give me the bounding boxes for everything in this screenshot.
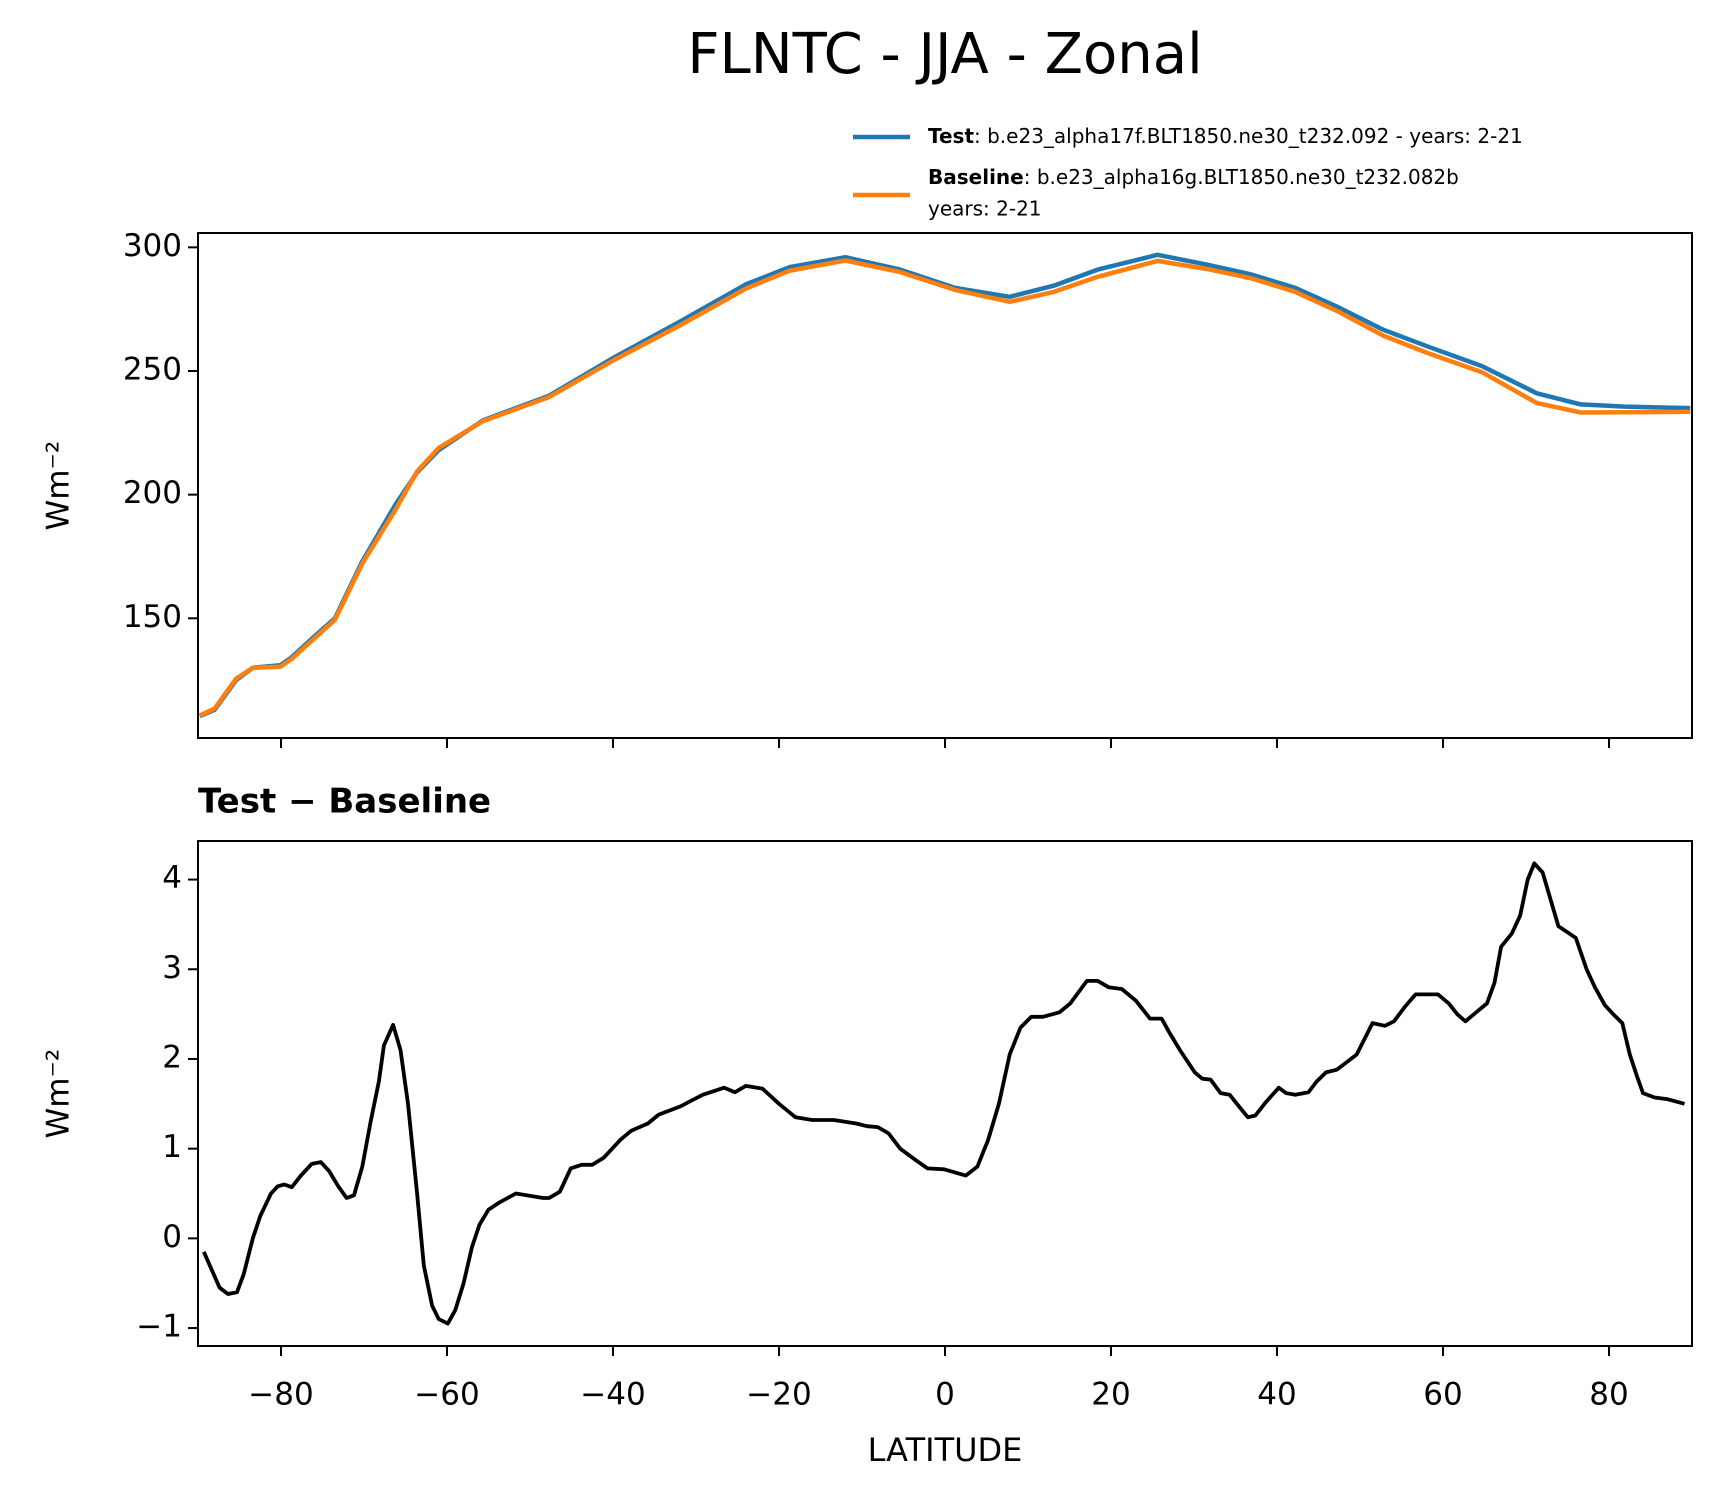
y-tick-label: 1: [162, 1129, 182, 1165]
x-tick-label: −20: [746, 1377, 811, 1413]
x-axis-label: LATITUDE: [868, 1431, 1023, 1469]
y-tick-label: 250: [123, 351, 182, 387]
legend-name: Test: [928, 124, 974, 148]
legend-name: Baseline: [928, 165, 1024, 189]
y-tick-label: 0: [162, 1219, 182, 1255]
x-tick-label: −40: [580, 1377, 645, 1413]
y-axis-label: Wm⁻²: [41, 1049, 77, 1139]
x-tick-label: −60: [414, 1377, 479, 1413]
y-tick-label: 150: [123, 599, 182, 635]
x-tick-label: 0: [935, 1377, 955, 1413]
subplot-title: Test − Baseline: [198, 782, 491, 822]
legend-desc: : b.e23_alpha16g.BLT1850.ne30_t232.082b: [1024, 165, 1459, 189]
x-tick-label: 80: [1589, 1377, 1628, 1413]
x-tick-label: 60: [1423, 1377, 1462, 1413]
data-line: [202, 861, 1685, 1326]
y-tick-label: 2: [162, 1039, 182, 1075]
legend-desc: : b.e23_alpha17f.BLT1850.ne30_t232.092 -…: [974, 124, 1523, 148]
legend-label-2: years: 2-21: [928, 197, 1042, 221]
y-tick-label: 200: [123, 475, 182, 511]
y-tick-label: −1: [136, 1309, 182, 1345]
x-tick-label: 40: [1257, 1377, 1296, 1413]
axes-frame: [197, 232, 1693, 739]
x-tick-label: −80: [248, 1377, 313, 1413]
data-line: [198, 258, 1691, 718]
figure-title: FLNTC - JJA - Zonal: [687, 22, 1202, 87]
y-tick-label: 3: [162, 950, 182, 986]
y-tick-label: 4: [162, 860, 182, 896]
legend-label: Baseline: b.e23_alpha16g.BLT1850.ne30_t2…: [928, 165, 1459, 189]
data-line: [198, 252, 1691, 719]
axes-frame: [197, 840, 1693, 1347]
legend-label: Test: b.e23_alpha17f.BLT1850.ne30_t232.0…: [928, 124, 1523, 148]
y-axis-label: Wm⁻²: [41, 441, 77, 531]
y-tick-label: 300: [123, 228, 182, 264]
x-tick-label: 20: [1091, 1377, 1130, 1413]
